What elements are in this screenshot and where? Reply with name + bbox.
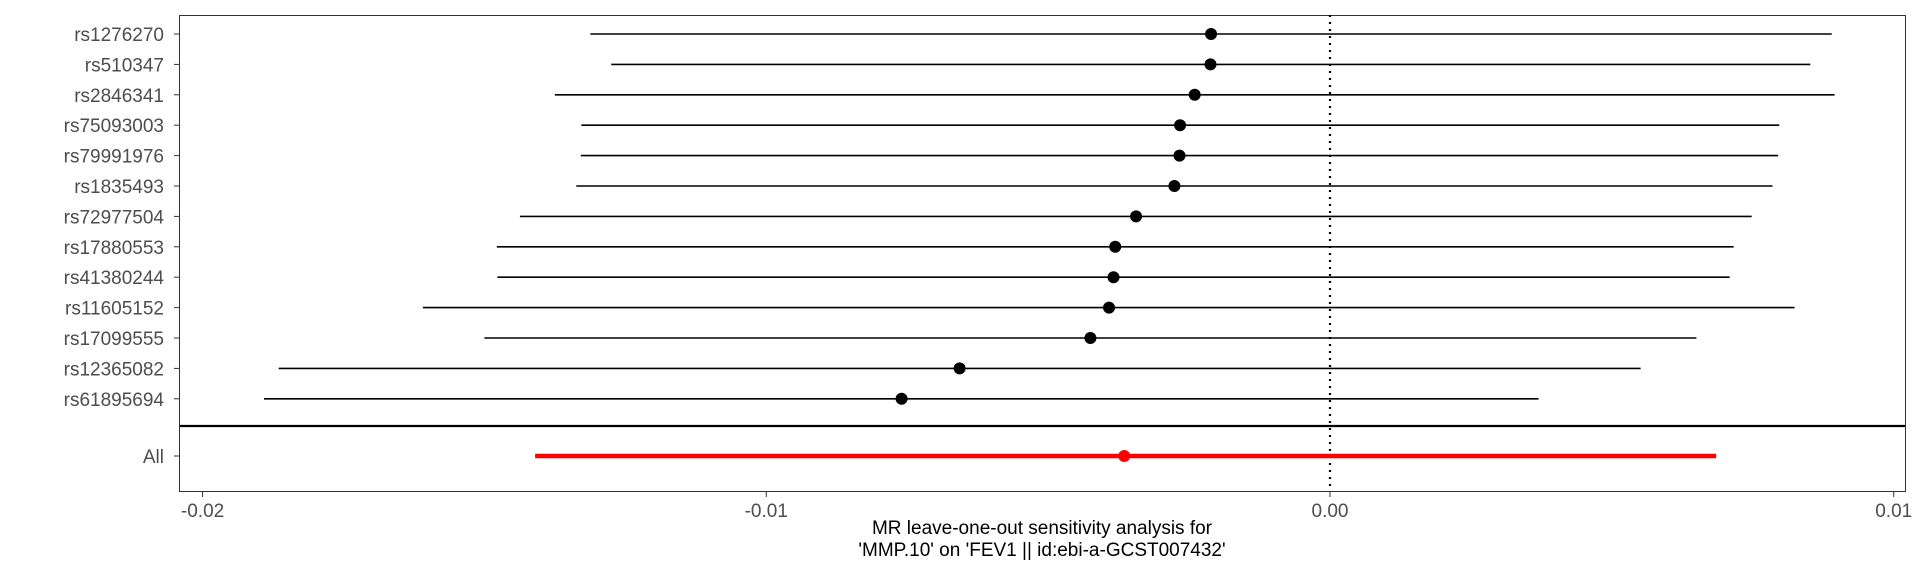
snp-label: rs17880553 — [64, 238, 164, 259]
snp-label: rs11605152 — [65, 299, 164, 320]
x-axis-title-line-1: MR leave-one-out sensitivity analysis fo… — [872, 518, 1213, 539]
snp-label: rs12365082 — [64, 359, 164, 380]
snp-label: rs75093003 — [64, 116, 164, 137]
x-axis-title-line-2: 'MMP.10' on 'FEV1 || id:ebi-a-GCST007432… — [858, 540, 1225, 561]
snp-label: rs79991976 — [64, 147, 164, 168]
snp-point-estimate — [1204, 58, 1217, 71]
snp-point-estimate — [1130, 210, 1143, 223]
snp-point-estimate — [1103, 301, 1116, 314]
overall-label: All — [143, 447, 164, 468]
snp-point-estimate — [895, 392, 908, 405]
snp-point-estimate — [1174, 119, 1187, 132]
snp-point-estimate — [1205, 28, 1218, 40]
x-tick-label: -0.02 — [181, 501, 224, 522]
snp-label: rs1276270 — [74, 25, 164, 46]
snp-point-estimate — [1109, 240, 1122, 253]
snp-label: rs72977504 — [64, 207, 165, 228]
snp-label: rs2846341 — [74, 86, 164, 107]
chart-marks — [180, 15, 1905, 491]
x-axis: -0.02 -0.01 0.00 0.01 — [181, 491, 1912, 522]
x-tick-label: -0.01 — [745, 501, 788, 522]
snp-label: rs41380244 — [64, 268, 165, 289]
snp-label: rs17099555 — [64, 329, 164, 350]
snp-label: rs1835493 — [74, 177, 164, 198]
snp-point-estimate — [1084, 332, 1097, 344]
snp-point-estimate — [1107, 271, 1120, 284]
snp-label: rs510347 — [85, 55, 164, 76]
y-axis-labels: rs1276270 rs510347 rs2846341 rs75093003 rs79… — [64, 25, 179, 468]
snp-point-estimate — [953, 362, 966, 375]
snp-point-estimate — [1168, 180, 1181, 192]
plot-panel — [179, 15, 1906, 492]
x-tick-label: 0.00 — [1312, 501, 1349, 522]
snp-label: rs61895694 — [64, 390, 165, 411]
x-tick-label: 0.01 — [1875, 501, 1912, 522]
snp-point-estimate — [1188, 88, 1201, 101]
overall-point-estimate — [1118, 450, 1131, 462]
snp-point-estimate — [1173, 149, 1186, 162]
